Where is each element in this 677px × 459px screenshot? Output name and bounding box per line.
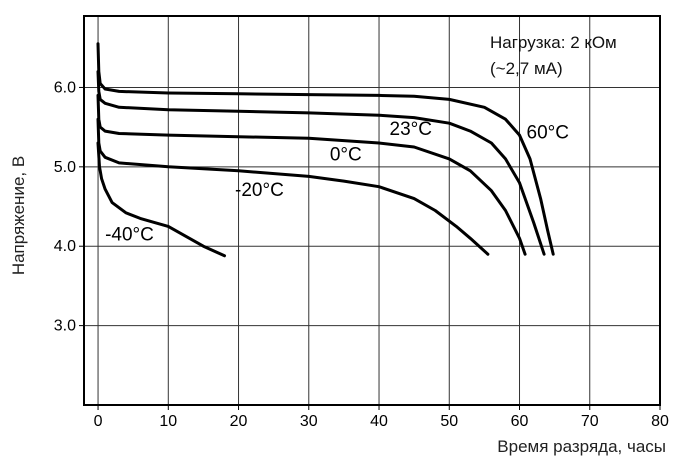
y-tick-label: 4.0 bbox=[54, 238, 76, 255]
series-labels: 60°C 23°C 0°C -20°C -40°C bbox=[105, 119, 569, 246]
series-label: 23°C bbox=[390, 119, 432, 140]
x-tick-label: 30 bbox=[300, 413, 318, 430]
x-tick-label: 40 bbox=[370, 413, 388, 430]
series-label: 0°C bbox=[330, 144, 362, 165]
y-tick-label: 3.0 bbox=[54, 318, 76, 335]
plot-area-frame bbox=[83, 15, 661, 406]
series-line-minus-40c bbox=[96, 141, 226, 258]
y-tick-label: 5.0 bbox=[54, 159, 76, 176]
grid bbox=[84, 16, 660, 405]
series-line-23c bbox=[96, 70, 546, 256]
y-axis-title: Напряжение, В bbox=[9, 156, 28, 275]
x-tick-label: 70 bbox=[581, 413, 599, 430]
series-label: 60°C bbox=[527, 122, 569, 143]
x-axis-title: Время разряда, часы bbox=[497, 437, 666, 456]
x-tick-label: 60 bbox=[511, 413, 529, 430]
series-label: -20°C bbox=[235, 180, 284, 201]
series-label: -40°C bbox=[105, 225, 154, 246]
series-line-minus-20c bbox=[96, 117, 490, 256]
series-line-0c bbox=[96, 93, 527, 256]
series-lines bbox=[96, 42, 555, 258]
y-axis-ticks: 3.0 4.0 5.0 6.0 bbox=[54, 79, 84, 335]
x-tick-label: 0 bbox=[94, 413, 103, 430]
x-tick-label: 50 bbox=[440, 413, 458, 430]
series-line-60c bbox=[96, 42, 555, 256]
x-tick-label: 20 bbox=[230, 413, 248, 430]
x-tick-label: 80 bbox=[651, 413, 669, 430]
load-annotation-line-2: (~2,7 мА) bbox=[490, 59, 563, 78]
y-tick-label: 6.0 bbox=[54, 79, 76, 96]
x-axis-ticks: 0 10 20 30 40 50 60 70 80 bbox=[94, 405, 669, 430]
x-tick-label: 10 bbox=[159, 413, 177, 430]
load-annotation-line-1: Нагрузка: 2 кОм bbox=[490, 33, 617, 52]
